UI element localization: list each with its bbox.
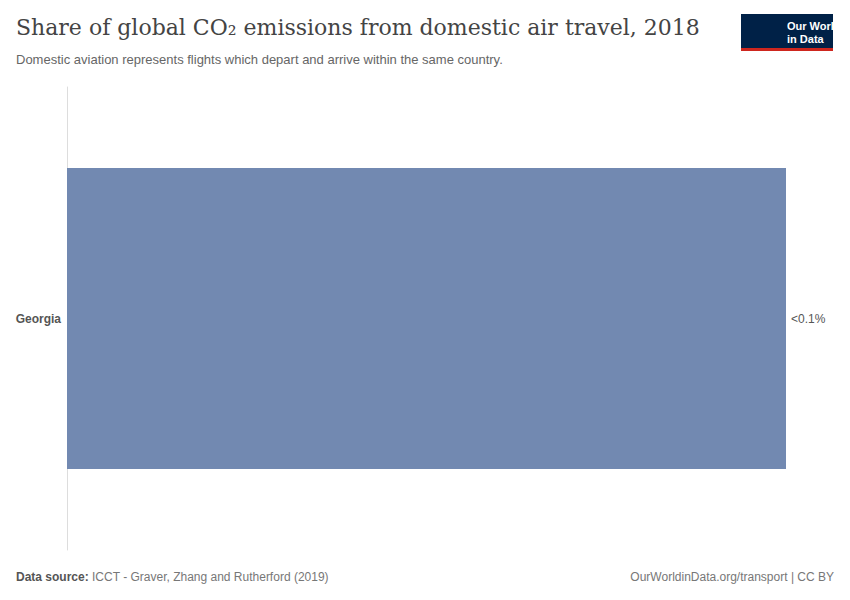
svg-text:Data source:: Data source: <box>16 570 89 584</box>
svg-text:Share of global CO₂ emissions: Share of global CO₂ emissions from domes… <box>16 15 700 40</box>
svg-text:in Data: in Data <box>787 33 825 45</box>
svg-text:OurWorldinData.org/transport |: OurWorldinData.org/transport | CC BY <box>630 570 834 584</box>
svg-text:Domestic aviation represents f: Domestic aviation represents flights whi… <box>16 52 503 67</box>
svg-text:<0.1%: <0.1% <box>791 312 826 326</box>
svg-text:ICCT - Graver, Zhang and Ruthe: ICCT - Graver, Zhang and Rutherford (201… <box>92 570 329 584</box>
svg-text:Georgia: Georgia <box>16 312 62 326</box>
svg-text:Our World: Our World <box>787 20 841 32</box>
